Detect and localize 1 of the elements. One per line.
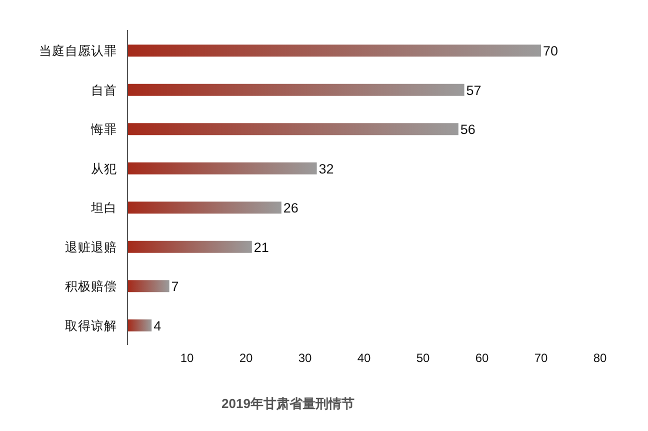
title: 2019年甘肃省量刑情节 bbox=[222, 396, 354, 411]
